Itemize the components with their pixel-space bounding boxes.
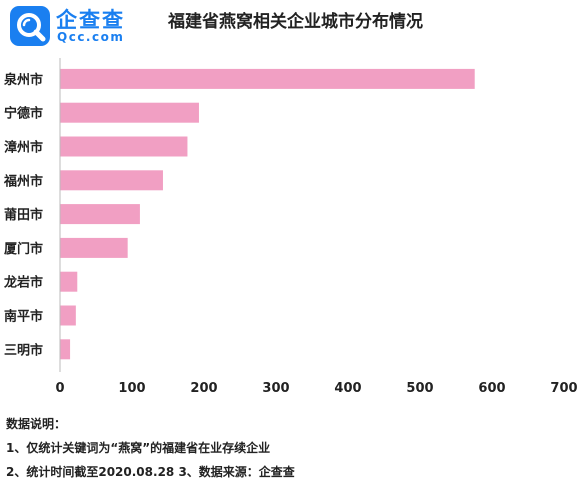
category-label: 三明市	[4, 342, 43, 358]
x-tick-label: 600	[478, 381, 505, 396]
bar	[60, 170, 163, 191]
bar	[60, 102, 199, 123]
category-label: 莆田市	[4, 207, 43, 223]
notes: 数据说明： 1、仅统计关键词为“燕窝”的福建省在业存续企业 2、统计时间截至20…	[6, 412, 295, 484]
notes-line-1: 1、仅统计关键词为“燕窝”的福建省在业存续企业	[6, 441, 271, 455]
x-tick-label: 500	[406, 381, 433, 396]
category-label: 龙岩市	[4, 275, 43, 291]
bar	[60, 339, 71, 360]
notes-line-2: 2、统计时间截至2020.08.28 3、数据来源：企查查	[6, 465, 295, 479]
category-label: 漳州市	[4, 140, 43, 156]
category-label: 南平市	[4, 309, 43, 325]
qcc-logo-icon	[10, 6, 50, 46]
bar	[60, 68, 475, 89]
category-label: 厦门市	[4, 241, 43, 257]
x-tick-label: 400	[334, 381, 361, 396]
chart-title: 福建省燕窝相关企业城市分布情况	[168, 12, 423, 32]
brand-name: 企查查	[56, 8, 125, 32]
x-tick-label: 200	[190, 381, 217, 396]
header: 企查查 Qcc.com 福建省燕窝相关企业城市分布情况	[0, 0, 580, 50]
bar	[60, 271, 78, 292]
brand-domain: Qcc.com	[57, 30, 125, 44]
category-label: 福州市	[3, 173, 43, 189]
category-label: 泉州市	[4, 72, 43, 88]
category-label: 宁德市	[4, 106, 43, 122]
x-tick-label: 700	[550, 381, 577, 396]
bar	[60, 305, 76, 326]
x-tick-label: 100	[118, 381, 145, 396]
x-tick-label: 0	[55, 381, 64, 396]
bar	[60, 204, 140, 225]
notes-heading: 数据说明：	[6, 417, 67, 431]
x-tick-label: 300	[262, 381, 289, 396]
bar	[60, 136, 188, 157]
bar	[60, 237, 128, 258]
